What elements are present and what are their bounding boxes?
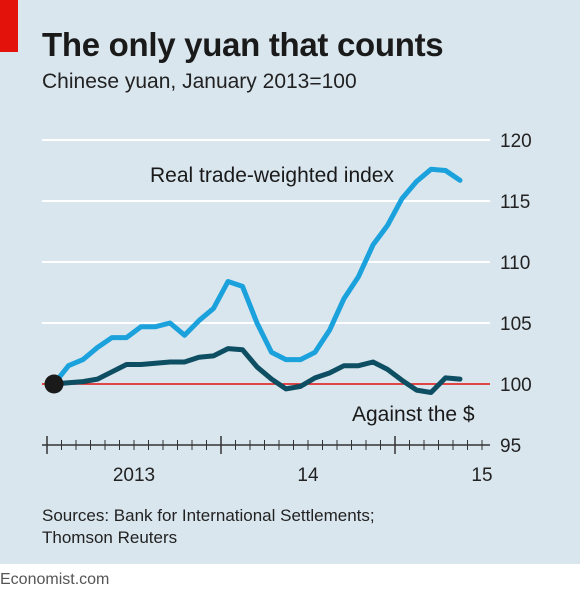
brand-red-tab [0,0,18,52]
start-point-marker [44,374,64,394]
chart-subtitle: Chinese yuan, January 2013=100 [42,70,357,93]
series-line-real-trade-weighted [51,166,463,387]
line-chart: 95 100 105 110 115 120 2013 14 15 Real trade-weig… [42,131,532,486]
x-tick-label: 14 [297,465,319,486]
source-line-2: Thomson Reuters [42,528,178,547]
annotation-against-dollar: Against the $ [352,403,475,426]
x-tick-label: 2013 [113,465,155,486]
y-tick-label: 115 [500,192,530,213]
source-line-1: Sources: Bank for International Settleme… [42,506,375,525]
footer-bar: Economist.com [0,564,580,598]
series-lines [44,166,463,395]
series-line-against-dollar [51,346,463,395]
y-tick-label: 95 [500,436,521,457]
brand-label: Economist.com [0,571,110,588]
annotation-real-trade-weighted: Real trade-weighted index [150,164,394,187]
y-tick-label: 120 [500,131,532,152]
y-tick-label: 100 [500,375,532,396]
chart-labels: 95 100 105 110 115 120 2013 14 15 Real trade-weig… [113,131,532,486]
x-axis [42,436,490,454]
y-tick-label: 110 [500,253,530,274]
chart-title: The only yuan that counts [42,26,444,63]
source-note: Sources: Bank for International Settleme… [42,505,375,549]
gridlines [42,139,490,385]
x-tick-label: 15 [471,465,492,486]
y-tick-label: 105 [500,314,532,335]
